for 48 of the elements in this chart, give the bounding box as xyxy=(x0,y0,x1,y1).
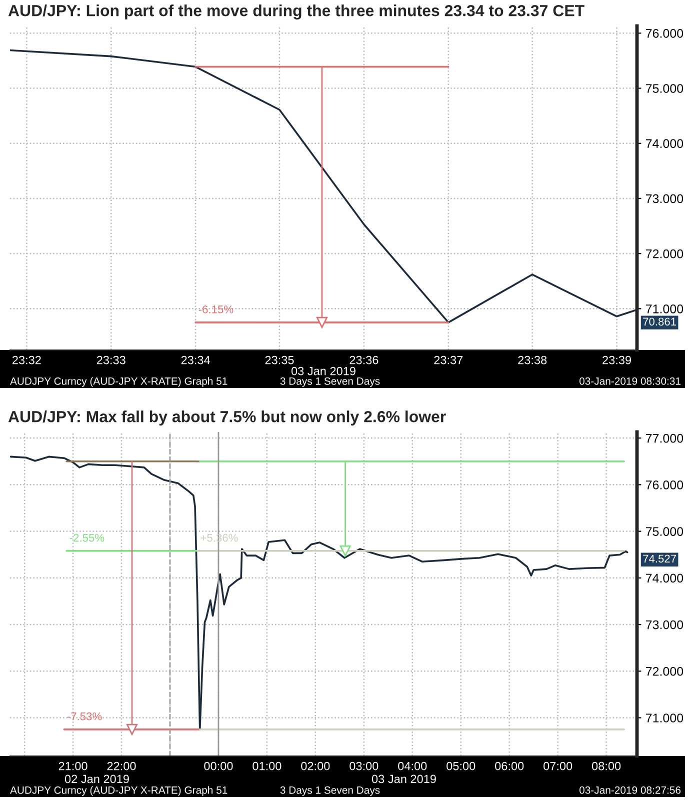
text: 02 Jan 2019 xyxy=(64,774,129,784)
annotation: -7.53% xyxy=(67,712,102,720)
x-tick-label: 23:34 xyxy=(181,356,210,364)
y-tick-label: 72.000 xyxy=(646,249,684,258)
x-tick-label: 07:00 xyxy=(544,762,572,770)
text: 03-Jan-2019 08:30:31 xyxy=(579,377,680,385)
y-tick-label: 75.000 xyxy=(646,527,684,536)
x-tick-label: 23:35 xyxy=(265,356,294,364)
x-tick-label: 01:00 xyxy=(252,762,282,770)
annotation: -6.15% xyxy=(198,305,234,314)
y-tick-label: 74.000 xyxy=(646,574,684,583)
x-tick-label: 00:00 xyxy=(204,762,233,770)
x-tick-label: 03:00 xyxy=(350,762,378,770)
text: AUDJPY Curncy (AUD-JPY X-RATE) Graph 51 xyxy=(10,786,228,796)
text: 74.527 xyxy=(643,554,676,563)
x-axis-title: 03 Jan 2019 xyxy=(291,366,356,376)
x-tick-label: 23:37 xyxy=(434,356,463,364)
y-tick-label: 72.000 xyxy=(646,666,684,676)
x-tick-label: 23:33 xyxy=(96,356,126,364)
x-tick-label: 05:00 xyxy=(446,762,476,770)
chart-title: AUD/JPY: Lion part of the move during the three minutes 23.34 to 23.37 CET xyxy=(8,4,584,20)
text: 3 Days 1 Seven Days xyxy=(280,786,380,796)
y-tick-label: 74.000 xyxy=(646,139,684,148)
x-tick-label: 23:32 xyxy=(12,356,41,364)
y-tick-label: 73.000 xyxy=(646,194,684,204)
x-tick-label: 23:38 xyxy=(518,356,547,364)
text: 03 Jan 2019 xyxy=(372,774,436,784)
x-tick-label: 06:00 xyxy=(495,762,524,770)
y-tick-label: 73.000 xyxy=(646,620,684,630)
y-tick-label: 76.000 xyxy=(646,28,684,38)
y-tick-label: 77.000 xyxy=(646,434,684,443)
text: 03-Jan-2019 08:27:56 xyxy=(579,786,681,794)
text: 3 Days 1 Seven Days xyxy=(280,377,380,387)
x-tick-label: 21:00 xyxy=(58,762,88,770)
y-tick-label: 76.000 xyxy=(646,480,684,490)
x-tick-label: 04:00 xyxy=(398,762,427,770)
annotation: -2.55% xyxy=(70,534,104,542)
chart-title: AUD/JPY: Max fall by about 7.5% but now only 2.6% lower xyxy=(8,410,446,426)
x-tick-label: 08:00 xyxy=(592,762,621,770)
y-tick-label: 75.000 xyxy=(646,84,684,93)
x-tick-label: 02:00 xyxy=(301,762,330,770)
y-tick-label: 71.000 xyxy=(646,714,684,722)
y-tick-label: 71.000 xyxy=(646,304,684,314)
text: AUDJPY Curncy (AUD-JPY X-RATE) Graph 51 xyxy=(10,377,228,387)
x-tick-label: 23:36 xyxy=(350,356,378,364)
text: 70.861 xyxy=(643,318,676,326)
x-tick-label: 22:00 xyxy=(107,762,136,770)
x-tick-label: 23:39 xyxy=(602,356,631,364)
